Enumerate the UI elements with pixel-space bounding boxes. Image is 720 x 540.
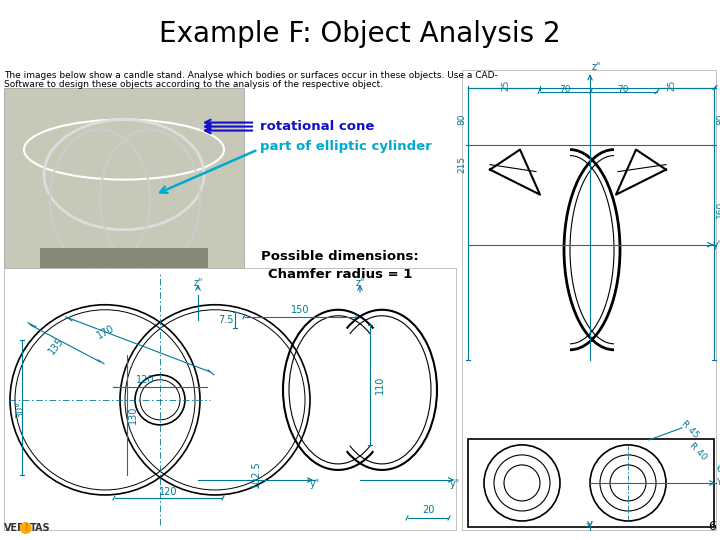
Text: R 45: R 45 xyxy=(680,420,701,440)
Text: 102.5: 102.5 xyxy=(251,460,261,488)
Text: 130: 130 xyxy=(128,406,138,424)
Polygon shape xyxy=(490,150,540,194)
Text: 70: 70 xyxy=(559,85,571,93)
Text: 80: 80 xyxy=(457,114,466,125)
Text: y": y" xyxy=(713,240,720,249)
Text: 25: 25 xyxy=(667,79,677,91)
Text: x': x' xyxy=(586,521,594,530)
Text: I: I xyxy=(24,523,27,533)
Text: 80: 80 xyxy=(716,114,720,125)
Text: 150: 150 xyxy=(291,305,310,315)
Bar xyxy=(40,248,208,268)
Text: Possible dimensions:
Chamfer radius = 1: Possible dimensions: Chamfer radius = 1 xyxy=(261,249,419,281)
Text: 215: 215 xyxy=(457,156,466,173)
Text: 20: 20 xyxy=(422,505,434,515)
Text: Software to design these objects according to the analysis of the respective obj: Software to design these objects accordi… xyxy=(4,79,383,89)
Text: 25: 25 xyxy=(502,79,510,91)
Text: 110: 110 xyxy=(375,376,385,394)
Text: rotational cone: rotational cone xyxy=(260,120,374,133)
FancyBboxPatch shape xyxy=(4,268,456,530)
Text: 30°: 30° xyxy=(15,401,25,418)
Text: 120: 120 xyxy=(158,487,177,497)
Text: The images below show a candle stand. Analyse which bodies or surfaces occur in : The images below show a candle stand. An… xyxy=(4,71,498,79)
Text: z": z" xyxy=(592,62,601,71)
Text: Y': Y' xyxy=(716,478,720,488)
FancyBboxPatch shape xyxy=(4,87,244,268)
FancyBboxPatch shape xyxy=(468,439,714,527)
Text: 7.5: 7.5 xyxy=(218,315,234,325)
Text: R 40: R 40 xyxy=(688,442,709,462)
Text: Example F: Object Analysis 2: Example F: Object Analysis 2 xyxy=(159,20,561,48)
Text: 120: 120 xyxy=(136,375,154,385)
Text: 170: 170 xyxy=(95,323,116,341)
Text: 160: 160 xyxy=(716,201,720,218)
FancyBboxPatch shape xyxy=(490,79,712,242)
Text: 60: 60 xyxy=(716,465,720,475)
Text: part of elliptic cylinder: part of elliptic cylinder xyxy=(260,140,432,153)
Polygon shape xyxy=(616,150,666,194)
Text: VER: VER xyxy=(4,523,26,533)
Text: TAS: TAS xyxy=(30,523,50,533)
Text: y": y" xyxy=(310,479,320,489)
FancyBboxPatch shape xyxy=(462,70,716,530)
Text: 6: 6 xyxy=(708,520,716,533)
Text: z": z" xyxy=(193,278,203,288)
Text: z": z" xyxy=(355,278,365,288)
Text: 135: 135 xyxy=(47,335,66,356)
Text: y": y" xyxy=(450,479,460,489)
Text: 70: 70 xyxy=(617,85,629,93)
